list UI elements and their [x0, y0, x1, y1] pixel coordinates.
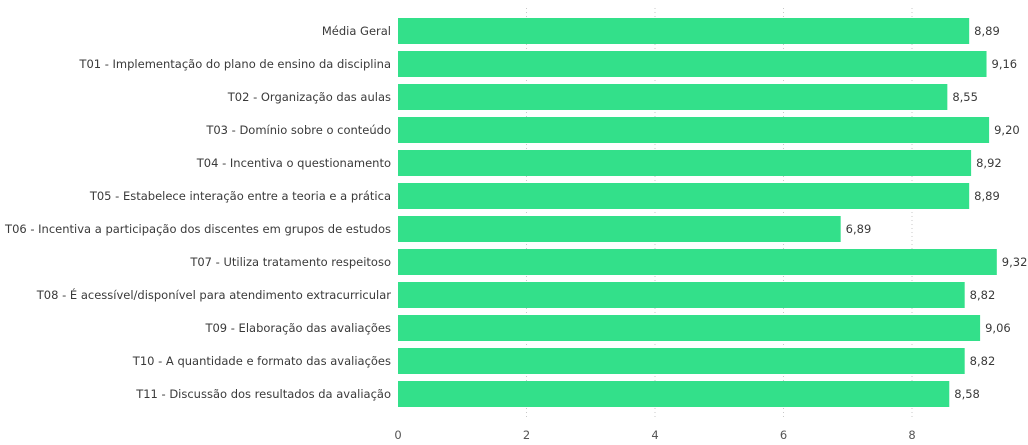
- category-label-2: T02 - Organização das aulas: [227, 90, 391, 104]
- value-label-10: 8,82: [970, 354, 996, 368]
- category-label-1: T01 - Implementação do plano de ensino d…: [78, 57, 391, 71]
- bar-9[interactable]: [398, 315, 981, 341]
- bar-4[interactable]: [398, 150, 972, 176]
- x-tick-label-2: 4: [651, 428, 658, 442]
- value-label-9: 9,06: [985, 321, 1011, 335]
- x-tick-label-3: 6: [780, 428, 787, 442]
- bar-1[interactable]: [398, 51, 987, 77]
- category-label-8: T08 - É acessível/disponível para atendi…: [36, 287, 391, 302]
- bar-0[interactable]: [398, 18, 970, 44]
- category-label-0: Média Geral: [322, 24, 391, 38]
- category-label-11: T11 - Discussão dos resultados da avalia…: [135, 387, 391, 401]
- category-label-7: T07 - Utiliza tratamento respeitoso: [189, 255, 391, 269]
- value-label-2: 8,55: [952, 90, 978, 104]
- bars: [398, 18, 997, 407]
- value-label-4: 8,92: [976, 156, 1002, 170]
- bar-3[interactable]: [398, 117, 990, 143]
- x-axis-ticks: 0 2 4 6 8: [394, 428, 915, 442]
- value-label-6: 6,89: [846, 222, 872, 236]
- value-label-0: 8,89: [974, 24, 1000, 38]
- bar-5[interactable]: [398, 183, 970, 209]
- category-labels: Média Geral T01 - Implementação do plano …: [4, 24, 391, 401]
- category-label-9: T09 - Elaboração das avaliações: [204, 321, 391, 335]
- x-tick-label-0: 0: [394, 428, 401, 442]
- category-label-3: T03 - Domínio sobre o conteúdo: [205, 123, 391, 137]
- category-label-5: T05 - Estabelece interação entre a teori…: [89, 189, 391, 203]
- bar-8[interactable]: [398, 282, 965, 308]
- x-tick-label-1: 2: [523, 428, 530, 442]
- bar-6[interactable]: [398, 216, 841, 242]
- value-label-1: 9,16: [992, 57, 1018, 71]
- category-label-4: T04 - Incentiva o questionamento: [196, 156, 391, 170]
- bar-7[interactable]: [398, 249, 997, 275]
- category-label-6: T06 - Incentiva a participação dos disce…: [4, 222, 391, 236]
- bar-2[interactable]: [398, 84, 948, 110]
- x-tick-label-4: 8: [908, 428, 915, 442]
- value-label-11: 8,58: [954, 387, 980, 401]
- bar-11[interactable]: [398, 381, 950, 407]
- value-label-8: 8,82: [970, 288, 996, 302]
- category-label-10: T10 - A quantidade e formato das avaliaç…: [132, 354, 391, 368]
- value-label-7: 9,32: [1002, 255, 1028, 269]
- value-label-3: 9,20: [994, 123, 1020, 137]
- value-label-5: 8,89: [974, 189, 1000, 203]
- bar-10[interactable]: [398, 348, 965, 374]
- value-labels: 8,89 9,16 8,55 9,20 8,92 8,89 6,89 9,32 8,82 9,06…: [846, 24, 1028, 401]
